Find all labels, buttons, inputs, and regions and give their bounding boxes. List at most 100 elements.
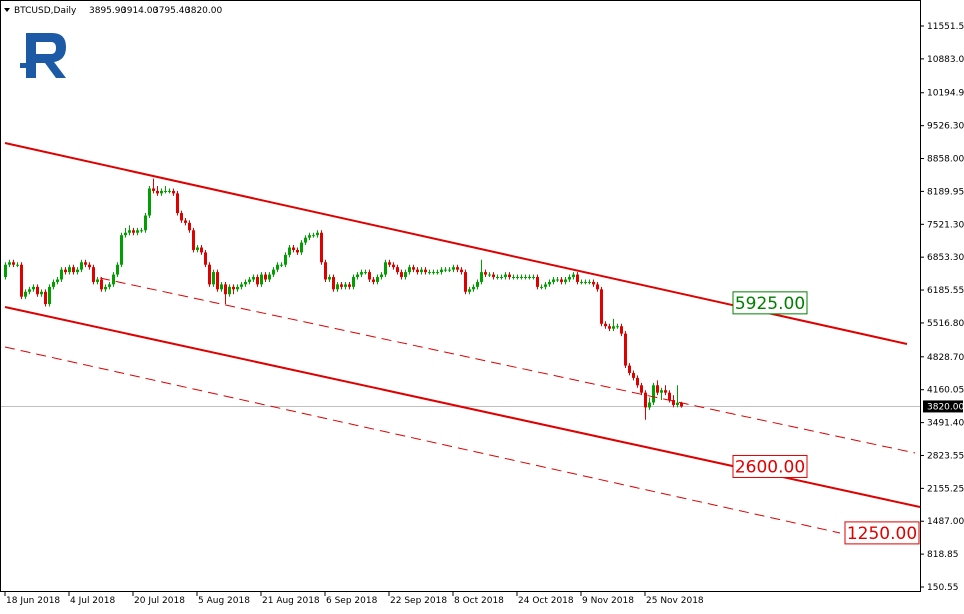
candle-body [68,267,71,273]
channel-extension [4,346,841,534]
channel-mid [99,277,916,454]
candle-body [372,279,375,282]
level-box [732,291,808,315]
candle-body [412,267,415,270]
candle-body [456,267,459,270]
candle-body [440,269,443,273]
candle-body [288,247,291,255]
candle-body [380,274,383,278]
candle-body [516,277,519,279]
candle-body [460,269,463,273]
candle-body [188,222,191,231]
candle-body [120,235,123,265]
candle-body [392,264,395,268]
plot [0,178,920,420]
candle-body [316,232,319,236]
candle-body [300,242,303,253]
y-tick-label: 3491.40 [927,419,964,429]
candle-body [136,230,139,233]
candle-body [472,286,475,290]
candle-body [308,235,311,238]
candle-body [12,262,15,265]
logo-bar [20,63,32,68]
candle-body [544,284,547,287]
header-arrow [4,8,10,12]
candle-body [56,279,59,282]
y-tick-label: 8189.95 [927,187,964,197]
candle-body [228,286,231,295]
candle-body [196,247,199,250]
candle-body [396,267,399,273]
header-value: 3914.00 [121,6,158,16]
candle-body [64,269,67,273]
candle-body [344,284,347,287]
y-tick-label: 6853.30 [927,253,964,263]
header-value: 3820.00 [185,6,222,16]
candle-body [320,232,323,263]
candle-body [640,385,643,393]
candle-body [204,252,207,265]
candle-body [664,390,667,393]
y-tick-label: 2823.55 [927,451,964,461]
candle-body [124,232,127,236]
candle-body [644,392,647,408]
candle-body [332,277,335,290]
level-label: 5925.00 [735,294,805,314]
candle-body [108,284,111,287]
x-tick-label: 9 Nov 2018 [582,596,634,606]
candle-body [428,272,431,274]
x-tick-label: 5 Aug 2018 [198,596,250,606]
candle-body [552,279,555,282]
logo [20,33,66,78]
header-value: 3895.90 [89,6,126,16]
candle-body [100,279,103,290]
candle-body [276,264,279,270]
candle-body [48,286,51,305]
candle-body [184,220,187,223]
candle-body [576,274,579,282]
candle-body [676,402,679,405]
x-tick-label: 25 Nov 2018 [646,596,704,606]
symbol: BTCUSD,Daily [14,6,77,16]
logo-r [26,33,66,78]
candle-body [632,372,635,378]
candle-body [556,279,559,281]
candle-body [96,279,99,282]
candle-body [244,281,247,285]
candle-body [504,274,507,278]
candle-body [232,286,235,290]
y-tick-label: 4828.70 [927,353,964,363]
candle-body [92,267,95,282]
y-tick-label: 818.85 [927,550,959,560]
candle-body [24,291,27,297]
candle-body [52,281,55,287]
x-tick-label: 22 Sep 2018 [390,596,447,606]
candle-body [520,277,523,279]
candle-body [16,264,19,266]
candle-body [40,291,43,295]
candle-body [496,277,499,279]
candle-body [672,400,675,405]
last-price-label: 3820.00 [927,402,964,412]
candle-body [564,279,567,282]
y-tick-label: 2155.25 [927,484,964,494]
candle-body [680,402,683,407]
candle-body [656,385,659,393]
header-value: 3795.40 [153,6,190,16]
candle-body [560,279,563,282]
candle-body [432,272,435,274]
candle-body [164,190,167,192]
candle-body [272,269,275,275]
candle-body [468,289,471,292]
level-box [732,454,808,478]
candle-body [532,277,535,279]
candle-body [588,281,591,283]
candle-body [356,274,359,278]
candle-body [264,274,267,280]
candle-body [364,272,367,274]
x-tick-label: 6 Sep 2018 [326,596,378,606]
x-tick-label: 21 Aug 2018 [262,596,320,606]
candle-body [484,272,487,275]
